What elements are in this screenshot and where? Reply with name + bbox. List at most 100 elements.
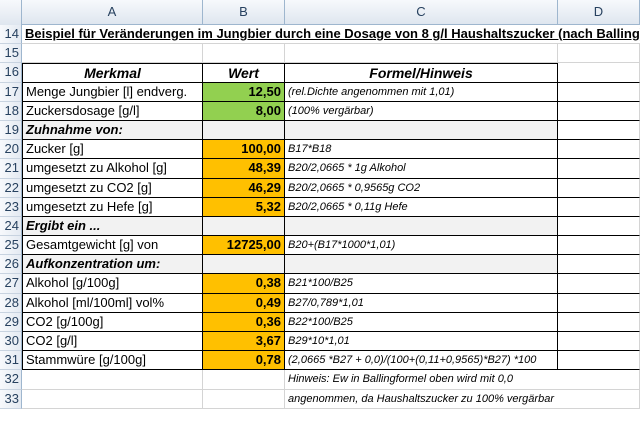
merkmal-cell[interactable]: Gesamtgewicht [g] von	[22, 236, 203, 256]
merkmal-cell[interactable]: Stammwüre [g/100g]	[22, 351, 203, 371]
column-header-c[interactable]: C	[285, 0, 558, 25]
cell[interactable]	[558, 389, 640, 409]
cell[interactable]	[558, 140, 640, 160]
merkmal-cell[interactable]: Alkohol [g/100g]	[22, 274, 203, 294]
merkmal-cell[interactable]: umgesetzt zu Alkohol [g]	[22, 159, 203, 179]
note-cell[interactable]: Hinweis: Ew in Ballingformel oben wird m…	[285, 370, 558, 390]
wert-cell[interactable]	[203, 120, 285, 141]
row-header[interactable]: 30	[0, 332, 22, 352]
cell[interactable]	[558, 82, 640, 102]
note-cell[interactable]: angenommen, da Haushaltszucker zu 100% v…	[285, 390, 558, 409]
row-header[interactable]: 33	[0, 389, 22, 409]
formel-cell[interactable]: B20+(B17*1000*1,01)	[285, 236, 558, 256]
wert-cell[interactable]: 8,00	[203, 101, 285, 121]
header-merkmal[interactable]: Merkmal	[22, 63, 203, 83]
formel-cell[interactable]: B20/2,0665 * 1g Alkohol	[285, 159, 558, 179]
row-header[interactable]: 15	[0, 44, 22, 64]
row-header[interactable]: 27	[0, 274, 22, 294]
merkmal-cell[interactable]: CO2 [g/100g]	[22, 312, 203, 332]
column-header-d[interactable]: D	[558, 0, 640, 25]
row-header[interactable]: 20	[0, 140, 22, 160]
row-header[interactable]: 21	[0, 159, 22, 179]
cell[interactable]	[558, 44, 640, 64]
cell[interactable]	[558, 178, 640, 198]
wert-cell[interactable]: 0,49	[203, 293, 285, 313]
wert-cell[interactable]: 12725,00	[203, 236, 285, 256]
row-header[interactable]: 31	[0, 351, 22, 371]
wert-cell[interactable]	[203, 255, 285, 275]
merkmal-cell[interactable]: Ergibt ein ...	[22, 216, 203, 237]
formel-cell[interactable]: B29*10*1,01	[285, 332, 558, 352]
merkmal-cell[interactable]: Menge Jungbier [l] endverg.	[22, 82, 203, 102]
formel-cell[interactable]	[285, 216, 558, 237]
formel-cell[interactable]: B20/2,0665 * 0,11g Hefe	[285, 197, 558, 217]
cell[interactable]	[558, 293, 640, 313]
cell[interactable]	[558, 216, 640, 237]
cell[interactable]	[558, 159, 640, 179]
row-header[interactable]: 18	[0, 101, 22, 121]
row-header[interactable]: 25	[0, 236, 22, 256]
row-header[interactable]: 19	[0, 120, 22, 141]
wert-cell[interactable]: 46,29	[203, 178, 285, 198]
merkmal-cell[interactable]: Zuckersdosage [g/l]	[22, 101, 203, 121]
wert-cell[interactable]: 3,67	[203, 332, 285, 352]
formel-cell[interactable]: B17*B18	[285, 140, 558, 160]
cell[interactable]	[22, 44, 203, 64]
row-header[interactable]: 23	[0, 197, 22, 217]
cell[interactable]	[558, 274, 640, 294]
row-header[interactable]: 29	[0, 312, 22, 332]
cell[interactable]	[558, 351, 640, 371]
formel-cell[interactable]: B27/0,789*1,01	[285, 293, 558, 313]
column-header-a[interactable]: A	[22, 0, 203, 25]
wert-cell[interactable]: 12,50	[203, 82, 285, 102]
wert-cell[interactable]: 100,00	[203, 140, 285, 160]
row-header[interactable]: 32	[0, 370, 22, 390]
cell[interactable]	[558, 312, 640, 332]
row-header[interactable]: 26	[0, 255, 22, 275]
cell[interactable]	[558, 101, 640, 121]
cell[interactable]	[558, 370, 640, 390]
formel-cell[interactable]: (2,0665 *B27 + 0,0)/(100+(0,11+0,9565)*B…	[285, 351, 558, 371]
cell[interactable]	[558, 255, 640, 275]
row-header[interactable]: 16	[0, 63, 22, 83]
title-cell[interactable]: Beispiel für Veränderungen im Jungbier d…	[22, 25, 640, 45]
formel-cell[interactable]: B21*100/B25	[285, 274, 558, 294]
wert-cell[interactable]: 0,36	[203, 312, 285, 332]
merkmal-cell[interactable]: umgesetzt zu Hefe [g]	[22, 197, 203, 217]
cell[interactable]	[203, 370, 285, 390]
wert-cell[interactable]: 0,78	[203, 351, 285, 371]
merkmal-cell[interactable]: Zuhnahme von:	[22, 120, 203, 141]
row-header[interactable]: 14	[0, 25, 22, 45]
row-header[interactable]: 24	[0, 216, 22, 237]
wert-cell[interactable]: 48,39	[203, 159, 285, 179]
formel-cell[interactable]	[285, 255, 558, 275]
header-wert[interactable]: Wert	[203, 63, 285, 83]
row-header[interactable]: 22	[0, 178, 22, 198]
cell[interactable]	[22, 370, 203, 390]
wert-cell[interactable]	[203, 216, 285, 237]
formel-cell[interactable]: (rel.Dichte angenommen mit 1,01)	[285, 82, 558, 102]
formel-cell[interactable]: B22*100/B25	[285, 312, 558, 332]
cell[interactable]	[203, 44, 285, 64]
wert-cell[interactable]: 5,32	[203, 197, 285, 217]
cell[interactable]	[285, 44, 558, 64]
header-formel[interactable]: Formel/Hinweis	[285, 63, 558, 83]
formel-cell[interactable]	[285, 120, 558, 141]
column-header-b[interactable]: B	[203, 0, 285, 25]
merkmal-cell[interactable]: umgesetzt zu CO2 [g]	[22, 178, 203, 198]
merkmal-cell[interactable]: CO2 [g/l]	[22, 332, 203, 352]
formel-cell[interactable]: (100% vergärbar)	[285, 101, 558, 121]
merkmal-cell[interactable]: Aufkonzentration um:	[22, 255, 203, 275]
wert-cell[interactable]: 0,38	[203, 274, 285, 294]
cell[interactable]	[558, 63, 640, 83]
merkmal-cell[interactable]: Zucker [g]	[22, 140, 203, 160]
cell[interactable]	[558, 120, 640, 141]
cell[interactable]	[203, 389, 285, 409]
select-all-corner[interactable]	[0, 0, 22, 25]
formel-cell[interactable]: B20/2,0665 * 0,9565g CO2	[285, 178, 558, 198]
row-header[interactable]: 28	[0, 293, 22, 313]
cell[interactable]	[558, 332, 640, 352]
cell[interactable]	[558, 197, 640, 217]
merkmal-cell[interactable]: Alkohol [ml/100ml] vol%	[22, 293, 203, 313]
cell[interactable]	[558, 236, 640, 256]
